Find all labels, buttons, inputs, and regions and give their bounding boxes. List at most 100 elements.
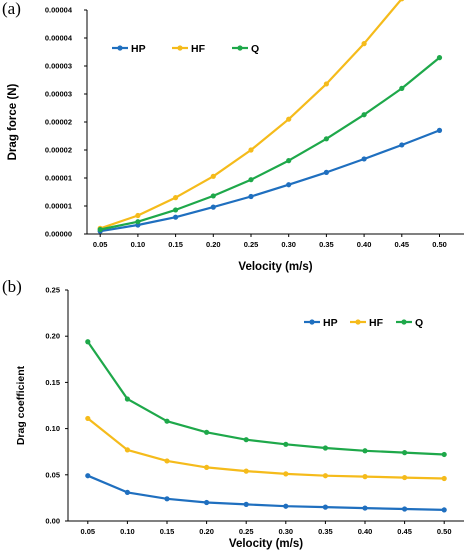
chart-a-series-q-point [248, 177, 253, 182]
chart-a-y-tick-label: 0.00003 [45, 90, 72, 99]
chart-b-series-hf-point [244, 469, 249, 474]
chart-b-series-hp-point [362, 505, 367, 510]
chart-b-series-hf-line [88, 418, 444, 478]
chart-b-series-hp-line [88, 476, 444, 510]
chart-a-series-hp-point [173, 215, 178, 220]
chart-b-y-tick-label: 0.10 [45, 424, 60, 433]
chart-b-y-tick-label: 0.25 [45, 286, 60, 295]
chart-b-x-tick-label: 0.20 [199, 527, 214, 536]
chart-b-x-tick-label: 0.45 [397, 527, 412, 536]
chart-b-series-hp-point [244, 502, 249, 507]
chart-b-series-hf-point [164, 458, 169, 463]
chart-a-x-tick-label: 0.15 [168, 240, 183, 249]
chart-a-series-q-point [437, 55, 442, 60]
chart-a-series-hp-point [211, 205, 216, 210]
chart-b-series-q-point [85, 339, 90, 344]
chart-a-series-q-point [173, 207, 178, 212]
chart-a-legend-hf-marker [177, 45, 182, 50]
chart-b-x-tick-label: 0.25 [239, 527, 254, 536]
chart-b-y-tick-label: 0.20 [45, 332, 60, 341]
chart-a-x-tick-label: 0.25 [244, 240, 259, 249]
chart-a-legend-q-marker [237, 45, 242, 50]
chart-b-legend-q-marker [401, 319, 406, 324]
chart-a-x-tick-label: 0.35 [319, 240, 334, 249]
chart-b-y-tick-label: 0.15 [45, 378, 60, 387]
chart-a-y-axis-title: Drag force (N) [7, 83, 19, 160]
chart-b-series-hp-point [442, 507, 447, 512]
chart-b-x-tick-label: 0.30 [278, 527, 293, 536]
chart-a-series-q-point [361, 112, 366, 117]
chart-b-series-hp-point [164, 496, 169, 501]
chart-a-y-tick-label: 0.00001 [45, 174, 72, 183]
chart-a-x-tick-label: 0.40 [357, 240, 372, 249]
chart-b-x-tick-label: 0.40 [358, 527, 373, 536]
chart-b-series-q-point [402, 450, 407, 455]
chart-a-legend-hp-marker [117, 45, 122, 50]
chart-b-legend-hp-marker [309, 319, 314, 324]
chart-a-series-hp-line [100, 130, 439, 231]
chart-b-x-tick-label: 0.05 [80, 527, 95, 536]
chart-b-x-tick-label: 0.35 [318, 527, 333, 536]
chart-b-y-axis-title: Drag coefficient [15, 365, 27, 445]
chart-a-x-tick-label: 0.50 [432, 240, 447, 249]
chart-b-series-hf-point [323, 473, 328, 478]
chart-a-y-tick-label: 0.00004 [45, 6, 73, 15]
chart-a-legend-q-label: Q [251, 43, 259, 55]
chart-b-legend-hp-label: HP [323, 317, 338, 329]
chart-b-series-q-point [125, 396, 130, 401]
chart-b-x-tick-label: 0.50 [437, 527, 452, 536]
chart-a-series-q-point [399, 86, 404, 91]
chart-a-x-axis-title: Velocity (m/s) [238, 261, 312, 273]
chart-b-legend-q-label: Q [415, 317, 423, 329]
chart-a-series-hp-point [286, 182, 291, 187]
chart-b-series-hp-point [125, 490, 130, 495]
chart-b-legend-hf-label: HF [369, 317, 384, 329]
chart-b-y-tick-label: 0.05 [45, 470, 60, 479]
chart-b-x-tick-label: 0.15 [160, 527, 175, 536]
chart-a-y-tick-label: 0.00004 [45, 34, 73, 43]
chart-a-series-hf-point [135, 213, 140, 218]
chart-a-series-hp-point [437, 128, 442, 133]
chart-a-y-tick-label: 0.00002 [45, 118, 72, 127]
chart-a-x-tick-label: 0.10 [131, 240, 146, 249]
chart-a-series-hp-point [324, 170, 329, 175]
chart-b-panel-label: (b) [2, 277, 22, 296]
chart-a-series-hp-point [399, 142, 404, 147]
chart-a-series-hf-point [324, 81, 329, 86]
chart-b-series-hp-point [323, 505, 328, 510]
chart-b-legend-hf-marker [355, 319, 360, 324]
chart-a-series-q-point [98, 227, 103, 232]
chart-a-series-hf-point [286, 117, 291, 122]
chart-a-series-hf-point [211, 174, 216, 179]
chart-b-series-hp-point [402, 506, 407, 511]
chart-a-series-q-point [324, 136, 329, 141]
chart-b-series-hf-point [402, 475, 407, 480]
chart-b-series-q-point [362, 448, 367, 453]
chart-b-series-q-line [88, 342, 444, 455]
chart-b-series-hf-point [442, 476, 447, 481]
chart-b-y-tick-label: 0.00 [45, 517, 60, 526]
chart-a-series-hf-point [248, 147, 253, 152]
chart-b-x-axis-title: Velocity (m/s) [229, 538, 303, 550]
chart-b-series-hf-point [125, 447, 130, 452]
chart-a-y-tick-label: 0.00003 [45, 62, 72, 71]
chart-b-series-hf-point [204, 465, 209, 470]
chart-a-y-tick-label: 0.00002 [45, 146, 72, 155]
chart-a-series-hf-line [100, 0, 439, 228]
chart-b-series-q-point [442, 452, 447, 457]
chart-a-x-tick-label: 0.20 [206, 240, 221, 249]
chart-a-series-hp-point [361, 156, 366, 161]
chart-a-x-tick-label: 0.30 [281, 240, 296, 249]
chart-a-panel-label: (a) [2, 0, 21, 18]
chart-b-x-tick-label: 0.10 [120, 527, 135, 536]
chart-a-series-hf-point [173, 195, 178, 200]
chart-b-series-hf-point [85, 416, 90, 421]
chart-b-series-q-point [283, 442, 288, 447]
chart-a-legend-hp-label: HP [131, 43, 146, 55]
chart-b-series-hp-point [85, 473, 90, 478]
chart-a-x-tick-label: 0.45 [394, 240, 409, 249]
chart-b-series-q-point [204, 430, 209, 435]
chart-a-series-q-point [135, 219, 140, 224]
